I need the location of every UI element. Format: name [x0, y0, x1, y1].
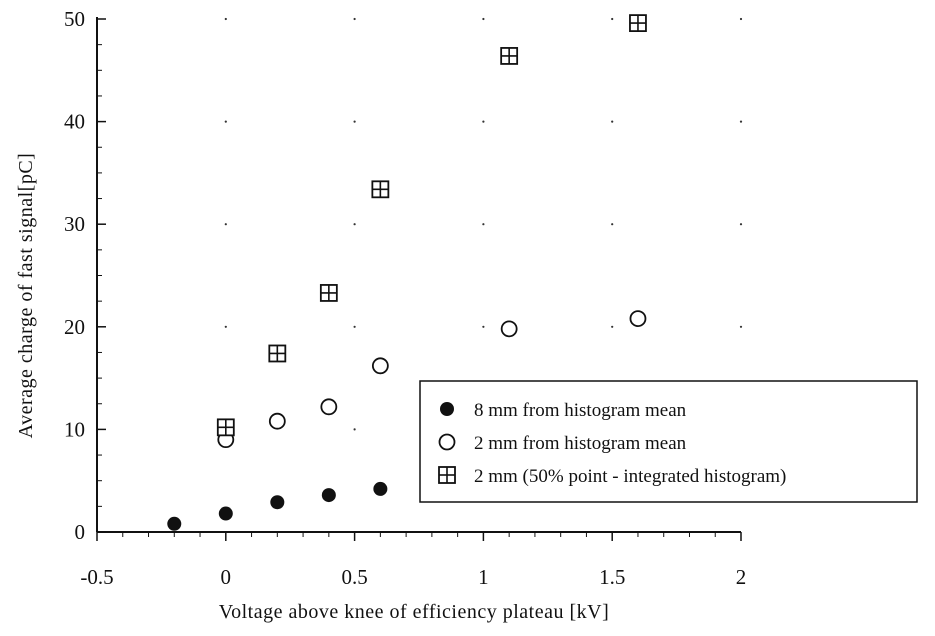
x-tick-label: -0.5 [80, 565, 113, 589]
data-point-open-circle [320, 398, 338, 416]
grid-dot [611, 120, 614, 123]
legend-marker-open-circle [438, 433, 456, 451]
grid-dot [224, 325, 227, 328]
data-points [167, 14, 647, 531]
y-tick-label: 50 [64, 7, 85, 31]
data-point-filled-circle [167, 516, 182, 531]
data-point-open-circle-shape [629, 310, 647, 327]
grid-dot [482, 223, 485, 226]
data-point-boxed-plus [268, 344, 287, 363]
data-point-filled-circle [373, 481, 388, 496]
grid-dot [611, 17, 614, 21]
grid-dot [224, 120, 227, 123]
grid-dot [224, 17, 227, 21]
ticks: 0 10 20 30 40 50 -0.5 0 0.5 1 1.5 2 [64, 7, 746, 589]
grid-dot [739, 325, 743, 328]
legend: 8 mm from histogram mean 2 mm from histog… [419, 380, 918, 503]
data-point-open-circle-shape [320, 398, 338, 416]
grid-dot [482, 325, 485, 328]
data-point-boxed-plus [319, 284, 338, 302]
data-point-filled-circle-shape [167, 516, 182, 531]
data-point-open-circle [500, 320, 518, 338]
x-tick-label: 1 [478, 565, 489, 589]
legend-label: 2 mm (50% point - integrated histogram) [474, 466, 786, 487]
grid-dot [739, 223, 743, 226]
grid-dot [353, 120, 356, 123]
legend-marker-filled-circle [440, 402, 454, 416]
grid-dot [353, 17, 356, 21]
data-point-filled-circle-shape [270, 495, 285, 510]
y-tick-label: 40 [64, 110, 85, 134]
grid-dot [611, 325, 614, 328]
x-axis-title: Voltage above knee of efficiency plateau… [219, 601, 610, 623]
data-point-filled-circle-shape [321, 488, 336, 503]
x-tick-label: 0.5 [341, 565, 367, 589]
grid-dot [611, 223, 614, 226]
legend-label: 8 mm from histogram mean [474, 400, 687, 421]
x-tick-label: 0 [221, 565, 232, 589]
data-point-boxed-plus [371, 180, 390, 199]
grid-dot [224, 223, 227, 226]
x-tick-label: 2 [736, 565, 747, 589]
grid-dot [353, 223, 356, 226]
x-tick-label: 1.5 [599, 565, 625, 589]
grid-dot [482, 120, 485, 123]
data-point-filled-circle-shape [218, 506, 233, 521]
data-point-open-circle [629, 310, 647, 327]
y-tick-label: 20 [64, 315, 85, 339]
data-point-filled-circle-shape [373, 481, 388, 496]
grid-dot [739, 17, 743, 21]
data-point-boxed-plus [500, 47, 519, 65]
grid-dot [353, 428, 356, 431]
data-point-filled-circle [270, 495, 285, 510]
legend-label: 2 mm from histogram mean [474, 433, 687, 454]
y-axis-title: Average charge of fast signal[pC] [15, 153, 37, 439]
y-tick-label: 0 [75, 520, 86, 544]
grid [224, 17, 743, 431]
data-point-filled-circle [218, 506, 233, 521]
data-point-boxed-plus [216, 418, 235, 437]
data-point-open-circle [371, 357, 389, 375]
grid-dot [482, 17, 485, 21]
legend-box [419, 380, 918, 503]
data-point-open-circle [268, 412, 286, 430]
grid-dot [353, 325, 356, 328]
axes [96, 17, 741, 533]
data-point-boxed-plus [629, 14, 647, 33]
legend-marker-boxed-plus [438, 466, 456, 484]
data-point-open-circle-shape [268, 412, 286, 430]
data-point-filled-circle [321, 488, 336, 503]
grid-dot [739, 120, 743, 123]
legend-marker-open-circle-shape [438, 433, 456, 451]
data-point-open-circle-shape [371, 357, 389, 375]
y-tick-label: 10 [64, 417, 85, 441]
legend-marker-filled-circle-shape [440, 402, 454, 416]
y-tick-label: 30 [64, 212, 85, 236]
data-point-open-circle-shape [500, 320, 518, 338]
